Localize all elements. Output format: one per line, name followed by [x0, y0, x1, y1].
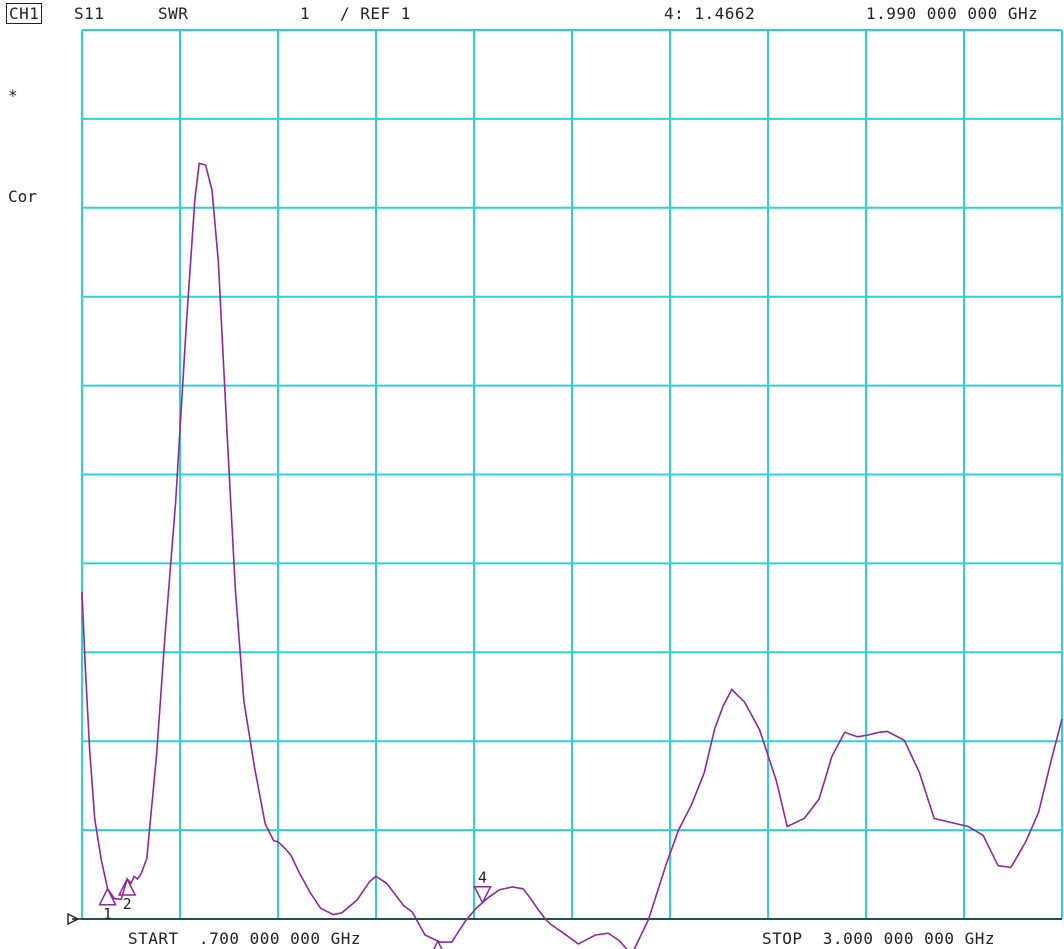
- marker-triangle: [117, 877, 137, 896]
- s11-swr-trace: [81, 162, 1063, 949]
- marker-2: 2: [117, 877, 137, 913]
- format-label: SWR: [158, 4, 189, 23]
- star-indicator: *: [8, 86, 18, 105]
- correction-indicator: Cor: [8, 187, 37, 206]
- parameter-label: S11: [74, 4, 105, 23]
- start-frequency: START .700 000 000 GHz: [128, 929, 362, 948]
- marker-frequency: 1.990 000 000 GHz: [866, 4, 1039, 23]
- ref-label: / REF 1: [340, 4, 411, 23]
- marker-layer: 1234: [98, 869, 492, 949]
- channel-label: CH1: [6, 3, 43, 24]
- scale-label: 1: [300, 4, 311, 23]
- marker-label: 4: [478, 869, 487, 887]
- marker-4: 4: [473, 869, 492, 905]
- marker-1: 1: [98, 887, 117, 923]
- stop-frequency: STOP 3.000 000 000 GHz: [762, 929, 996, 948]
- plot-grid: [72, 29, 1063, 920]
- marker-label: 2: [123, 895, 132, 913]
- marker-readout: 4: 1.4662: [664, 4, 756, 23]
- marker-triangle: [473, 885, 492, 905]
- marker-label: 1: [103, 905, 112, 923]
- reference-arrow: [67, 912, 80, 926]
- reference-arrow-icon: [67, 912, 80, 926]
- marker-triangle: [98, 887, 117, 906]
